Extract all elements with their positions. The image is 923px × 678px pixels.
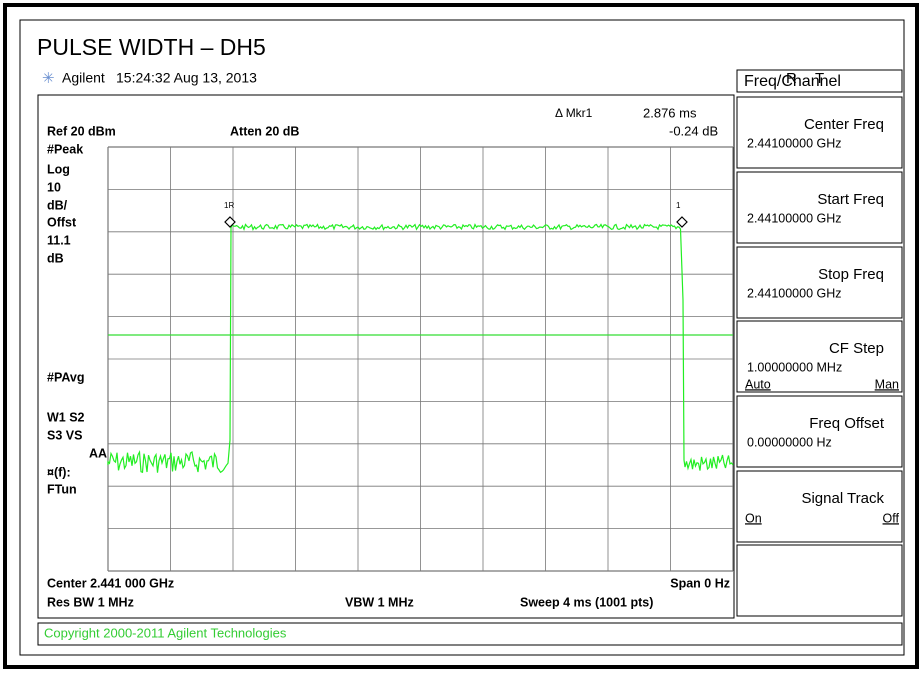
timestamp: 15:24:32 Aug 13, 2013 <box>116 70 257 86</box>
softkey-label: Center Freq <box>804 116 884 133</box>
softkey-label: Start Freq <box>817 191 884 208</box>
marker-time: 2.876 ms <box>643 105 697 120</box>
softkey-value: 2.44100000 GHz <box>747 286 842 300</box>
sweep: Sweep 4 ms (1001 pts) <box>520 595 653 609</box>
left-label: 10 <box>47 180 61 194</box>
softkey <box>736 470 903 543</box>
left-label: dB/ <box>47 198 68 212</box>
softkey-value: 0.00000000 Hz <box>747 435 832 449</box>
menu-title: Freq/Channel <box>744 73 841 90</box>
left-label: ¤(f): <box>47 465 71 479</box>
softkey <box>736 171 903 244</box>
trace <box>107 223 734 474</box>
softkey-option: Man <box>875 377 899 391</box>
softkey-value: 2.44100000 GHz <box>747 136 842 150</box>
softkey-label: Stop Freq <box>818 266 884 283</box>
left-label: dB <box>47 251 64 265</box>
marker-label: Δ Mkr1 <box>555 106 593 120</box>
left-label: 11.1 <box>47 233 71 247</box>
marker-level: -0.24 dB <box>669 123 718 138</box>
left-label: S3 VS <box>47 428 82 442</box>
left-label: Log <box>47 162 70 176</box>
logo-icon: ✳ <box>42 70 55 87</box>
brand: Agilent <box>62 70 105 86</box>
softkey <box>736 246 903 319</box>
left-label: FTun <box>47 482 77 496</box>
softkey-option: On <box>745 511 762 525</box>
softkey <box>736 395 903 468</box>
span: Span 0 Hz <box>670 576 730 590</box>
outer-frame <box>3 3 919 669</box>
left-label: #Peak <box>47 142 83 156</box>
status-bar <box>37 622 903 646</box>
ref-level: Ref 20 dBm <box>47 124 116 138</box>
softkey-label: CF Step <box>829 340 884 357</box>
marker-tag: 1 <box>676 201 681 210</box>
softkey-option: Off <box>883 511 900 525</box>
softkey-option: Auto <box>745 377 771 391</box>
menu-title-box <box>736 69 903 93</box>
softkey <box>736 544 903 617</box>
left-label: AA <box>89 446 107 460</box>
softkey-value: 1.00000000 MHz <box>747 360 842 374</box>
title: PULSE WIDTH – DH5 <box>37 34 266 60</box>
rbw: Res BW 1 MHz <box>47 595 134 609</box>
vbw: VBW 1 MHz <box>345 595 414 609</box>
softkey-label: Freq Offset <box>809 415 885 432</box>
left-label: W1 S2 <box>47 410 85 424</box>
left-label: #PAvg <box>47 370 85 384</box>
marker-diamond <box>224 216 236 228</box>
softkey <box>736 320 903 393</box>
marker-diamond <box>676 216 688 228</box>
center-freq: Center 2.441 000 GHz <box>47 576 174 590</box>
display-frame <box>37 94 735 619</box>
attenuation: Atten 20 dB <box>230 124 299 138</box>
copyright: Copyright 2000-2011 Agilent Technologies <box>44 625 287 640</box>
indicator: T <box>815 70 824 87</box>
indicator: R <box>786 70 797 87</box>
inner-frame <box>19 19 905 656</box>
softkey-value: 2.44100000 GHz <box>747 211 842 225</box>
left-label: Offst <box>47 215 77 229</box>
marker-tag: 1R <box>224 201 234 210</box>
softkey-label: Signal Track <box>801 490 884 507</box>
softkey <box>736 96 903 169</box>
